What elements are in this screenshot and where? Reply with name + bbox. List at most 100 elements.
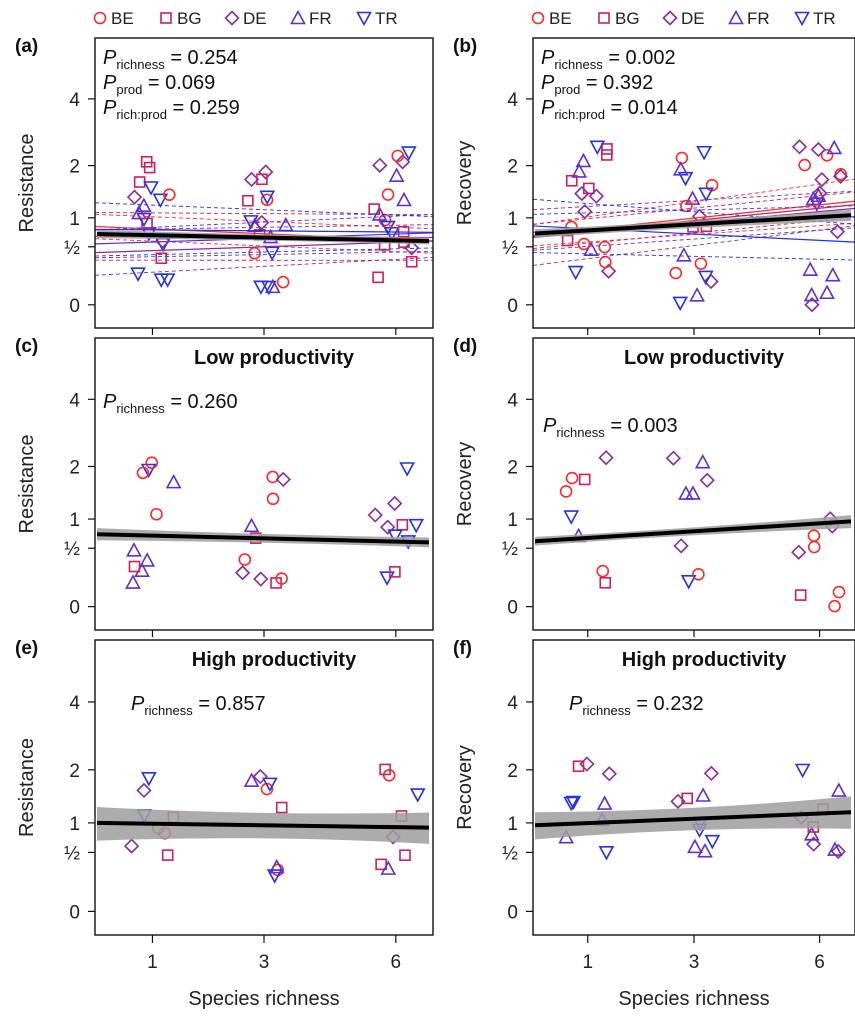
- y-tick-label: 4: [507, 390, 518, 411]
- y-tick-label: 2: [507, 157, 518, 178]
- data-point-bg: [400, 850, 410, 860]
- data-point-de: [705, 767, 718, 780]
- data-point-be: [799, 160, 810, 171]
- data-point-tr: [381, 572, 394, 584]
- data-point-be: [599, 242, 610, 253]
- data-point-fr: [598, 797, 611, 809]
- y-tick-label: ½: [64, 238, 80, 259]
- y-tick-label: 0: [507, 296, 518, 317]
- data-point-be: [561, 486, 572, 497]
- data-point-be: [268, 493, 279, 504]
- p-value: Prichness = 0.232: [569, 693, 704, 718]
- legend-marker-be: [95, 13, 106, 24]
- y-axis-label: Resistance: [16, 738, 38, 837]
- data-point-be: [384, 770, 395, 781]
- data-point-bg: [602, 150, 612, 160]
- legend-label: TR: [375, 9, 398, 28]
- legend-label: DE: [243, 9, 267, 28]
- data-point-be: [695, 258, 706, 269]
- data-point-de: [373, 159, 386, 172]
- data-point-de: [388, 497, 401, 510]
- legend-item-fr: FR: [292, 9, 332, 28]
- y-tick-label: ½: [502, 843, 518, 864]
- panel-letter: (a): [15, 36, 38, 57]
- panel-letter: (e): [15, 638, 38, 659]
- data-point-de: [125, 840, 138, 853]
- data-point-tr: [142, 773, 155, 785]
- y-tick-label: 4: [507, 693, 518, 714]
- data-point-be: [278, 277, 289, 288]
- panel-letter: (b): [453, 36, 477, 57]
- data-point-de: [812, 143, 825, 156]
- data-point-fr: [245, 774, 258, 786]
- y-axis-label: Recovery: [454, 442, 476, 526]
- y-tick-label: 0: [69, 296, 80, 317]
- legend-label: FR: [309, 9, 332, 28]
- data-point-de: [254, 573, 267, 586]
- y-tick-label: 0: [507, 598, 518, 619]
- legend-label: BE: [111, 9, 134, 28]
- y-tick-label: 1: [507, 209, 518, 230]
- data-point-be: [829, 601, 840, 612]
- data-point-be: [693, 569, 704, 580]
- data-point-tr: [565, 511, 578, 523]
- data-point-be: [597, 566, 608, 577]
- panel-title: High productivity: [192, 649, 357, 671]
- x-tick-label: 3: [259, 952, 270, 973]
- y-axis-label: Recovery: [454, 745, 476, 829]
- legend-label: FR: [747, 9, 770, 28]
- data-point-fr: [245, 519, 258, 531]
- legend-marker-be: [533, 13, 544, 24]
- data-point-fr: [382, 862, 395, 874]
- legend-item-bg: BG: [161, 9, 202, 28]
- legend-marker-fr: [730, 12, 743, 24]
- data-point-fr: [826, 269, 839, 281]
- y-tick-label: 2: [69, 761, 80, 782]
- data-point-fr: [127, 544, 140, 556]
- data-point-fr: [390, 169, 403, 181]
- y-axis-label: Resistance: [16, 435, 38, 534]
- data-point-bg: [602, 144, 612, 154]
- data-point-fr: [691, 289, 704, 301]
- panel-letter: (c): [15, 336, 38, 357]
- y-tick-label: 1: [507, 814, 518, 835]
- data-point-de: [128, 191, 141, 204]
- p-value: Prich:prod = 0.259: [103, 97, 240, 122]
- y-tick-label: ½: [64, 539, 80, 560]
- y-tick-label: 2: [507, 457, 518, 478]
- data-point-tr: [154, 194, 167, 206]
- y-tick-label: 4: [69, 390, 80, 411]
- data-point-bg: [796, 590, 806, 600]
- data-point-de: [667, 452, 680, 465]
- data-point-tr: [698, 147, 711, 159]
- data-point-fr: [688, 840, 701, 852]
- panel-title: Low productivity: [194, 347, 355, 369]
- panel-letter: (d): [453, 336, 477, 357]
- data-point-fr: [828, 141, 841, 153]
- y-tick-label: ½: [502, 238, 518, 259]
- data-point-bg: [243, 196, 253, 206]
- data-point-tr: [411, 789, 424, 801]
- legend-item-bg: BG: [599, 9, 640, 28]
- y-tick-label: 1: [507, 510, 518, 531]
- data-point-de: [793, 140, 806, 153]
- data-point-be: [833, 587, 844, 598]
- data-point-bg: [600, 578, 610, 588]
- legend-label: BG: [177, 9, 202, 28]
- y-axis-label: Resistance: [16, 134, 38, 233]
- legend-marker-bg: [599, 13, 609, 23]
- legend-label: BE: [549, 9, 572, 28]
- data-point-bg: [373, 272, 383, 282]
- data-point-be: [151, 509, 162, 520]
- data-point-fr: [279, 219, 292, 231]
- data-point-bg: [277, 803, 287, 813]
- data-point-tr: [401, 463, 414, 475]
- panel-title: Low productivity: [624, 347, 785, 369]
- data-point-fr: [677, 249, 690, 261]
- data-point-bg: [584, 183, 594, 193]
